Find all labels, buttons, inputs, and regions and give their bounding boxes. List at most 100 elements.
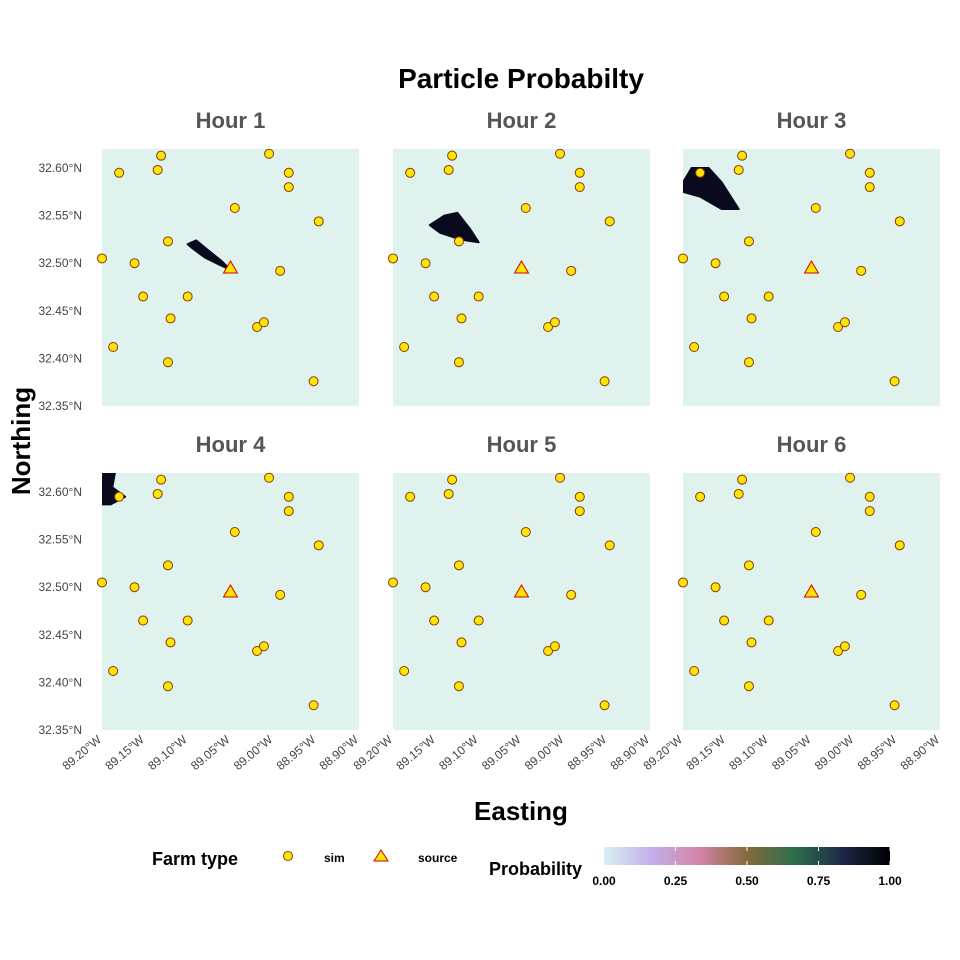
sim-farm-marker	[543, 321, 554, 332]
colorbar-tick-label: 0.75	[807, 874, 831, 888]
sim-farm-marker	[733, 488, 744, 499]
sim-farm-marker	[473, 291, 484, 302]
sim-farm-marker	[695, 167, 706, 178]
sim-farm-marker	[108, 341, 119, 352]
sim-farm-marker	[308, 376, 319, 387]
sim-farm-marker	[152, 164, 163, 175]
sim-farm-marker	[443, 488, 454, 499]
sim-farm-marker	[156, 474, 167, 485]
y-tick-label: 32.50°N	[39, 580, 83, 594]
colorbar	[604, 847, 890, 865]
sim-farm-marker	[275, 589, 286, 600]
source-farm-marker	[222, 583, 239, 598]
y-tick-labels: 32.35°N 32.40°N 32.45°N 32.50°N 32.55°N 32.60…	[39, 161, 83, 737]
sim-farm-marker	[473, 615, 484, 626]
sim-farm-marker	[405, 167, 416, 178]
sim-farm-marker	[429, 291, 440, 302]
sim-farm-marker	[555, 472, 566, 483]
panel-title: Hour 1	[196, 108, 266, 133]
sim-farm-marker	[695, 491, 706, 502]
sim-farm-marker	[763, 291, 774, 302]
sim-farm-marker	[283, 491, 294, 502]
sim-farm-marker	[165, 313, 176, 324]
sim-farm-marker	[733, 164, 744, 175]
source-farm-marker	[513, 259, 530, 274]
sim-farm-marker	[399, 341, 410, 352]
x-tick-label: 89.10°W	[436, 732, 481, 773]
colorbar-tick-label: 1.00	[878, 874, 902, 888]
y-tick-label: 32.40°N	[39, 675, 83, 689]
source-farm-marker	[803, 583, 820, 598]
sim-farm-marker	[574, 167, 585, 178]
sim-farm-marker	[833, 321, 844, 332]
panel-title: Hour 2	[487, 108, 557, 133]
sim-farm-marker	[864, 182, 875, 193]
colorbar-tick-label: 0.25	[664, 874, 688, 888]
legend-sim-marker	[283, 851, 293, 861]
panel-1: Hour 1	[97, 108, 359, 406]
y-tick-label: 32.45°N	[39, 304, 83, 318]
sim-farm-marker	[283, 182, 294, 193]
sim-farm-marker	[604, 216, 615, 227]
sim-farm-marker	[864, 167, 875, 178]
sim-farm-marker	[108, 665, 119, 676]
sim-farm-marker	[549, 641, 560, 652]
sim-farm-marker	[599, 376, 610, 387]
sim-farm-marker	[129, 258, 140, 269]
sim-farm-marker	[162, 560, 173, 571]
x-tick-label: 88.95°W	[565, 732, 610, 773]
y-tick-label: 32.40°N	[39, 351, 83, 365]
sim-farm-marker	[746, 313, 757, 324]
legend-source-marker	[373, 849, 389, 862]
source-farm-marker	[222, 259, 239, 274]
x-tick-label: 88.95°W	[855, 732, 900, 773]
sim-farm-marker	[97, 253, 107, 264]
colorbar-ticks: 0.00 0.25 0.50 0.75 1.00	[592, 847, 902, 888]
x-tick-label: 89.10°W	[726, 732, 771, 773]
probability-plume	[683, 167, 740, 210]
sim-farm-marker	[810, 527, 821, 538]
x-tick-label: 89.05°W	[479, 732, 524, 773]
sim-farm-marker	[162, 357, 173, 368]
sim-farm-marker	[737, 150, 748, 161]
sim-farm-marker	[839, 641, 850, 652]
sim-farm-marker	[845, 472, 856, 483]
sim-farm-marker	[889, 376, 900, 387]
colorbar-tick-label: 0.50	[735, 874, 759, 888]
y-tick-label: 32.55°N	[39, 209, 83, 223]
sim-farm-marker	[453, 560, 464, 571]
legend-farm-type-title: Farm type	[152, 849, 238, 869]
sim-farm-marker	[162, 236, 173, 247]
sim-farm-marker	[894, 540, 905, 551]
sim-farm-marker	[566, 265, 577, 276]
sim-farm-marker	[894, 216, 905, 227]
sim-farm-marker	[138, 615, 149, 626]
x-tick-label: 88.95°W	[274, 732, 319, 773]
sim-farm-marker	[252, 321, 263, 332]
sim-farm-marker	[543, 645, 554, 656]
sim-farm-marker	[447, 474, 458, 485]
sim-farm-marker	[138, 291, 149, 302]
panels: Hour 1 Hour 2 Hour 3 Hour 4 Hour 5 Hour 6	[97, 108, 940, 730]
panel-title: Hour 3	[777, 108, 847, 133]
x-tick-label: 89.00°W	[522, 732, 567, 773]
sim-farm-marker	[252, 645, 263, 656]
panel-4: Hour 4	[97, 432, 359, 730]
sim-farm-marker	[678, 577, 688, 588]
sim-farm-marker	[283, 167, 294, 178]
sim-farm-marker	[114, 167, 125, 178]
panel-title: Hour 6	[777, 432, 847, 457]
sim-farm-marker	[549, 317, 560, 328]
sim-farm-marker	[313, 216, 324, 227]
sim-farm-marker	[839, 317, 850, 328]
legend-source-label: source	[418, 851, 458, 865]
x-tick-label: 89.20°W	[60, 732, 105, 773]
x-tick-label: 89.10°W	[145, 732, 190, 773]
x-tick-label: 89.15°W	[393, 732, 438, 773]
sim-farm-marker	[763, 615, 774, 626]
sim-farm-marker	[313, 540, 324, 551]
sim-farm-marker	[746, 637, 757, 648]
sim-farm-marker	[710, 582, 721, 593]
sim-farm-marker	[264, 148, 275, 159]
source-farm-marker	[803, 259, 820, 274]
